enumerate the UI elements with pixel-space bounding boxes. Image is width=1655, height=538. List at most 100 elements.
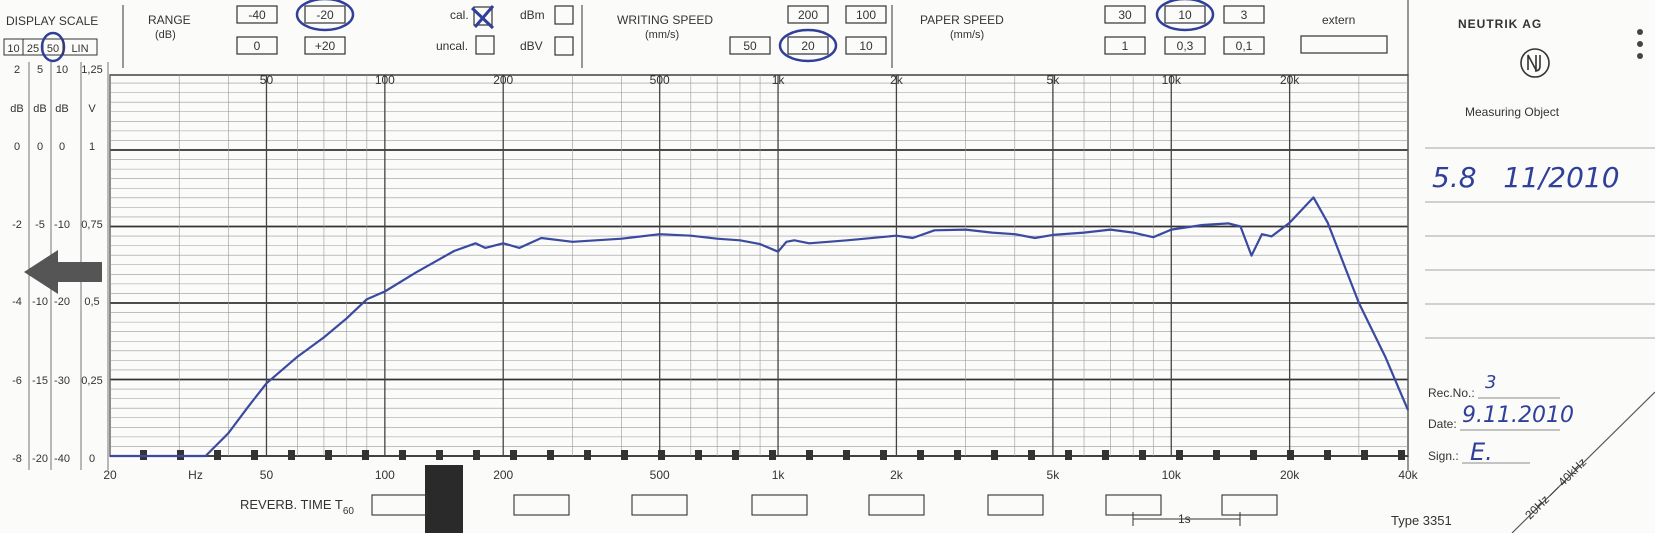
paper-speed-option-label: 0,1 [1236,39,1253,53]
rec-no-label: Rec.No.: [1428,386,1475,400]
bottom-tick-mark [880,450,887,460]
writing-speed-option-box[interactable] [787,5,829,24]
bottom-tick-mark [695,450,702,460]
y-scale-unit: dB [33,103,46,115]
bottom-tick-mark [1065,450,1072,460]
writing-speed-option: 50 [729,36,771,55]
writing-speed-option: 10 [845,36,887,55]
y-scale-unit: dB [55,103,68,115]
bottom-tick-mark [1398,450,1405,460]
x-tick-label-top: 50 [260,73,274,87]
reverb-box[interactable] [868,494,925,516]
writing-speed-label: WRITING SPEED [617,13,713,27]
selected-circle-icon [1155,0,1215,32]
bottom-tick-mark [325,450,332,460]
range-option-box[interactable] [304,36,346,55]
paper-speed-option-box[interactable] [1104,5,1146,24]
x-tick-label-bottom: 1k [772,468,786,482]
corner-cut [1511,391,1655,534]
display-scale-option-label: 25 [27,43,39,55]
paper-speed-option-box[interactable] [1164,36,1206,55]
reverb-box[interactable] [751,494,808,516]
date-value: 9.11.2010 [1462,403,1574,428]
rec-no-value: 3 [1485,372,1496,393]
y-tick-label: -8 [12,453,22,465]
y-tick-label: 0,25 [81,375,102,387]
x-tick-label-bottom: 500 [650,468,670,482]
y-tick-label: -6 [12,375,22,387]
range-option-box[interactable] [304,5,346,24]
bottom-tick-mark [251,450,258,460]
header-frame [122,0,1409,470]
range-option-box[interactable] [236,36,278,55]
time-scale-label: 1s [1178,512,1191,526]
reverb-box[interactable] [1221,494,1278,516]
range-option-box[interactable] [236,5,278,24]
writing-speed-options: 200 100 50 20 10 [729,5,887,63]
sign-value: E. [1470,438,1493,466]
paper-speed-label: PAPER SPEED [920,13,1004,27]
paper-speed-option-box[interactable] [1104,36,1146,55]
y-tick-label: -10 [54,219,70,231]
uncal-checkbox[interactable] [475,35,495,55]
range-option-label: +20 [315,39,336,53]
reverb-box[interactable] [513,494,570,516]
writing-speed-option-box[interactable] [845,36,887,55]
reverb-boxes [371,494,1278,516]
writing-speed-option: 200 [787,5,829,24]
extern-label: extern [1322,13,1355,27]
y-tick-label: 0 [59,141,65,153]
range-option-label: -20 [316,8,334,22]
extern-box[interactable] [1300,35,1388,54]
y-tick-label: -15 [32,375,48,387]
measuring-object-lines [1425,147,1655,339]
cal-checked-mark-icon [470,5,495,30]
y-scale-unit: V [88,103,96,115]
menu-dots-icon[interactable] [1637,29,1643,59]
paper-speed-options: 30 10 3 1 0,3 0,1 [1104,0,1265,55]
writing-speed-option-box[interactable] [787,36,829,55]
display-scale-option-10: 10 [3,38,24,56]
paper-speed-option-label: 3 [1241,8,1248,22]
y-tick-label: 2 [14,64,20,76]
x-tick-label-bottom: 20k [1280,468,1300,482]
y-tick-label: 0,5 [84,296,99,308]
display-scale-option-label: 50 [47,43,59,55]
bottom-tick-mark [214,450,221,460]
bottom-tick-mark [1213,450,1220,460]
paper-speed-option-box[interactable] [1223,5,1265,24]
cal-checkbox[interactable] [473,6,493,26]
bottom-tick-mark [547,450,554,460]
paper-speed-option-box[interactable] [1164,5,1206,24]
measuring-object-value: 5.8 11/2010 [1432,161,1620,194]
neutrik-logo-icon [1520,48,1550,78]
reverb-box[interactable] [987,494,1044,516]
dbm-checkbox[interactable] [554,5,574,25]
y-tick-label: 0,75 [81,219,102,231]
reverb-box[interactable] [631,494,688,516]
y-tick-label: -5 [35,219,45,231]
bottom-tick-mark [288,450,295,460]
range-option: +20 [304,36,346,55]
bottom-tick-mark [1176,450,1183,460]
writing-speed-option-box[interactable] [729,36,771,55]
black-marker-block [425,465,463,533]
reverb-box[interactable] [371,494,428,516]
writing-speed-option-box[interactable] [845,5,887,24]
paper-speed-option-box[interactable] [1223,36,1265,55]
x-tick-label-bottom: 50 [260,468,274,482]
x-tick-label-bottom: 100 [375,468,395,482]
bottom-tick-mark [436,450,443,460]
type-label: Type 3351 [1391,513,1452,528]
range-option: -20 [295,0,355,32]
x-tick-label-bottom: 20 [103,468,117,482]
writing-speed-option-label: 10 [859,39,873,53]
dbv-checkbox[interactable] [554,36,574,56]
reverb-label: REVERB. TIME T60 [240,497,354,517]
y-scale-unit: dB [10,103,23,115]
dbm-label: dBm [520,8,545,22]
display-scale-option-50: 50 [40,31,66,63]
range-label: RANGE [148,13,191,27]
display-scale-option-box[interactable] [62,38,98,56]
